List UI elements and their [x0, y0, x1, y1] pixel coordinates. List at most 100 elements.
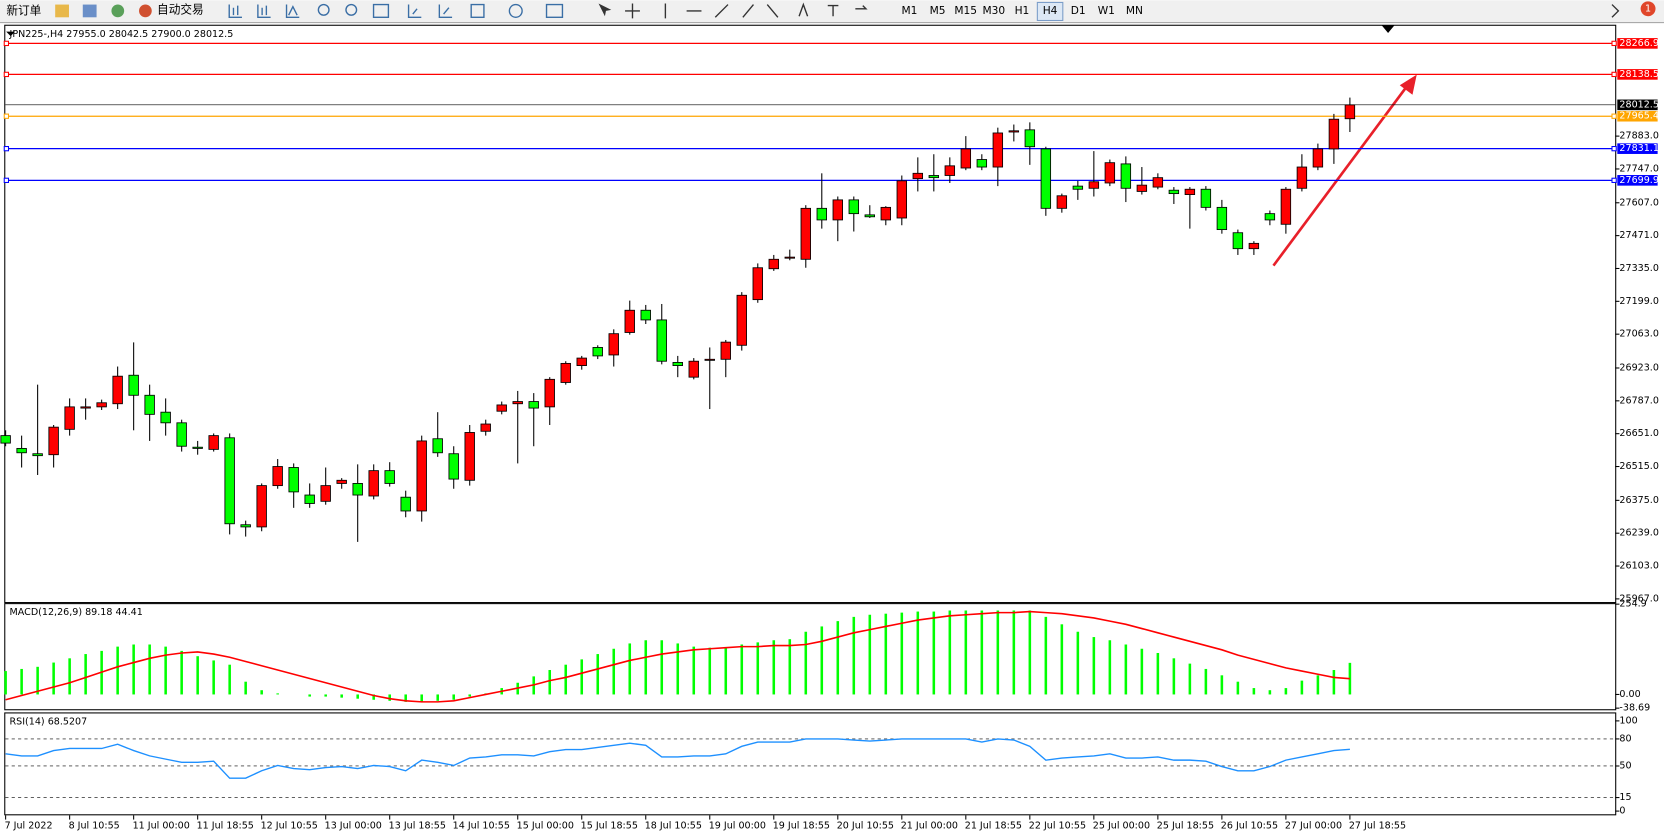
icon[interactable]	[111, 4, 125, 18]
candle-body	[480, 423, 491, 432]
macd-bar	[932, 611, 936, 695]
icon[interactable]	[82, 4, 97, 18]
icon[interactable]	[139, 4, 152, 18]
icon[interactable]	[545, 3, 564, 18]
candle-body	[608, 333, 619, 356]
macd-bar	[372, 694, 375, 700]
notification-count[interactable]: 1	[1645, 3, 1651, 14]
candle-body	[1136, 184, 1148, 192]
timeframe[interactable]: W1	[1098, 4, 1115, 17]
candle-body	[192, 446, 203, 449]
x-tick-label: 19 Jul 18:55	[773, 820, 830, 831]
timeframe[interactable]: H4	[1043, 4, 1058, 17]
x-tick-label: 19 Jul 00:00	[709, 820, 766, 831]
macd-bar	[420, 694, 423, 702]
macd-bar	[724, 647, 728, 695]
candle-body	[992, 132, 1004, 168]
candle-body	[704, 358, 715, 361]
icon[interactable]	[798, 2, 868, 17]
icon[interactable]	[372, 3, 390, 18]
candle-body	[1200, 188, 1212, 208]
macd-bar	[4, 671, 7, 695]
level-label: 28266.9	[1619, 38, 1658, 49]
timeframe[interactable]: MN	[1126, 4, 1143, 17]
macd-bar	[676, 643, 680, 695]
level-label: 27965.4	[1619, 111, 1658, 122]
candle-body	[976, 159, 988, 168]
candle-body	[256, 485, 267, 528]
candle-body	[368, 470, 379, 497]
icon[interactable]	[407, 4, 422, 18]
x-tick-label: 14 Jul 10:55	[453, 820, 510, 831]
candle-body	[912, 172, 924, 180]
timeframe[interactable]: M1	[902, 4, 918, 17]
arrow-line	[1272, 86, 1408, 267]
y-tick-label: 26239.0	[1619, 528, 1658, 539]
macd-bar	[404, 694, 407, 702]
y-tick-label: 27335.0	[1619, 263, 1658, 274]
y-tick-label: 27199.0	[1619, 296, 1658, 307]
timeframe[interactable]: M15	[954, 4, 977, 17]
candle-body	[960, 148, 972, 169]
candle-body	[304, 494, 315, 504]
timeframe[interactable]: M5	[930, 4, 946, 17]
y-tick-label: 27607.0	[1619, 197, 1658, 208]
macd-bar	[852, 616, 856, 695]
x-tick-label: 18 Jul 10:55	[645, 820, 702, 831]
macd-bar	[1092, 637, 1096, 695]
candle-body	[352, 483, 363, 496]
x-tick-label: 21 Jul 18:55	[965, 820, 1022, 831]
macd-bar	[1300, 680, 1304, 695]
icon[interactable]	[345, 3, 358, 16]
candle-body	[816, 207, 827, 221]
icon[interactable]	[625, 3, 640, 19]
new-order[interactable]: 新订单	[6, 3, 41, 17]
y-tick-label: 27747.0	[1619, 163, 1658, 174]
icon[interactable]	[598, 3, 612, 17]
icon[interactable]	[438, 4, 453, 18]
x-tick-label: 25 Jul 18:55	[1157, 820, 1214, 831]
macd-bar	[452, 694, 455, 700]
auto-trading[interactable]: 自动交易	[157, 2, 204, 16]
macd-bar	[964, 610, 968, 695]
candle-body	[1344, 104, 1356, 120]
candle-body	[880, 206, 892, 221]
icon[interactable]	[285, 4, 300, 18]
timeframe[interactable]: H1	[1015, 4, 1030, 17]
icon[interactable]	[257, 4, 271, 18]
notification-badge[interactable]	[1640, 1, 1656, 17]
candle-body	[848, 199, 859, 215]
timeframe[interactable]: M30	[983, 4, 1006, 17]
icon[interactable]	[317, 3, 330, 16]
y-tick-label: 26923.0	[1619, 362, 1658, 373]
icon[interactable]	[664, 3, 779, 19]
candle-body	[1264, 213, 1276, 221]
candle-body	[32, 453, 43, 457]
candle-body	[288, 467, 299, 493]
y-tick-label: 15	[1619, 792, 1631, 803]
candle-body	[416, 440, 427, 512]
macd-bar	[36, 666, 39, 695]
rsi-line	[5, 738, 1350, 779]
level-label: 27831.1	[1619, 143, 1658, 154]
timeframe[interactable]: D1	[1071, 4, 1086, 17]
x-tick-label: 25 Jul 00:00	[1093, 820, 1150, 831]
macd-bar	[1204, 668, 1208, 695]
y-tick-label: 0	[1619, 806, 1625, 817]
icon[interactable]	[470, 3, 485, 18]
macd-bar	[948, 610, 952, 695]
candle-body	[16, 447, 27, 454]
candle-body	[1024, 129, 1036, 148]
candle-body	[1312, 148, 1324, 168]
icon[interactable]	[1611, 4, 1620, 18]
macd-bar	[644, 640, 648, 695]
candle-body	[944, 165, 956, 176]
icon[interactable]	[508, 3, 523, 18]
candle-body	[112, 375, 123, 405]
icon[interactable]	[55, 4, 69, 18]
icon[interactable]	[228, 4, 242, 18]
candle-body	[768, 258, 779, 270]
macd-bar	[772, 640, 776, 695]
macd-bar	[820, 626, 824, 695]
